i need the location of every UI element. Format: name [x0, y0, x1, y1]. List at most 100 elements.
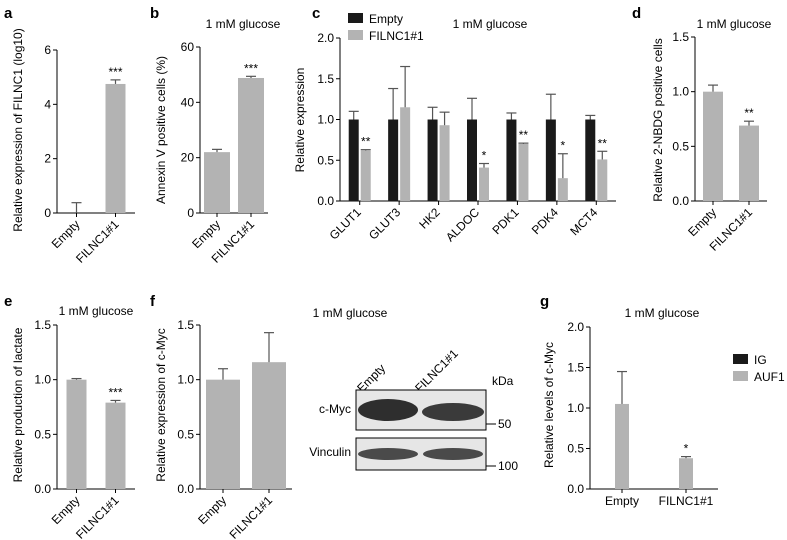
y-tick-label: 4: [44, 97, 51, 111]
y-tick-label: 20: [181, 151, 195, 165]
y-tick-label: 1.5: [34, 318, 51, 332]
blot-band-cmyc-filnc1: [422, 403, 484, 421]
y-axis-label: Annexin V positive cells (%): [154, 56, 168, 204]
panel-letter-g: g: [540, 293, 549, 310]
significance-label: *: [482, 149, 487, 163]
y-tick-label: 0.5: [567, 442, 584, 456]
western-blot: Empty FILNC1#1 kDa c-Myc 50 Vinculin 100: [309, 346, 518, 473]
y-tick-label: 1.5: [317, 72, 334, 86]
x-tick-label: FILNC1#1: [227, 493, 276, 540]
y-axis-label: Relative expression: [293, 68, 307, 173]
bar-empty-mct4: [585, 119, 596, 201]
y-tick-label: 0: [44, 206, 51, 220]
bar-filnc1-1-hk2: [439, 125, 450, 201]
chart-b: 1 mM glucose Annexin V positive cells (%)…: [154, 17, 281, 266]
blot-band-vinculin-filnc1: [423, 448, 483, 460]
blot-kda-label: kDa: [492, 374, 514, 388]
bar-filnc1-1-glut3: [400, 107, 411, 201]
y-tick-label: 0.5: [177, 427, 194, 441]
bar-filnc1-1-pdk4: [557, 178, 568, 201]
significance-label: ***: [108, 65, 122, 79]
chart-title: 1 mM glucose: [313, 306, 388, 320]
chart-title: 1 mM glucose: [206, 17, 281, 31]
legend-swatch-ig: [733, 354, 748, 364]
legend-swatch-empty: [348, 13, 363, 23]
bar-empty: [204, 152, 230, 213]
blot-row-label-vinculin: Vinculin: [309, 445, 351, 459]
y-tick-label: 0.5: [672, 139, 689, 153]
legend-label-ig: IG: [754, 353, 767, 367]
bar-filnc1-1: [105, 83, 126, 213]
significance-label: **: [361, 135, 371, 149]
legend-swatch-auf1: [733, 371, 748, 381]
significance-label: **: [519, 128, 529, 142]
x-tick-label: Empty: [685, 205, 719, 239]
x-tick-label: ALDOC: [443, 205, 482, 244]
y-tick-label: 0.5: [317, 153, 334, 167]
y-tick-label: 1.0: [672, 85, 689, 99]
bar-empty-aldoc: [467, 119, 477, 201]
y-tick-label: 1.0: [34, 373, 51, 387]
y-tick-label: 6: [44, 43, 51, 57]
y-tick-label: 0.0: [317, 194, 334, 208]
bar-filnc1-1-mct4: [597, 159, 608, 201]
x-tick-label: Empty: [605, 494, 639, 508]
bar-empty-glut3: [388, 119, 399, 201]
chart-f: 1 mM glucose Relative expression of c-Myc…: [154, 306, 388, 540]
bar-empty: [66, 379, 87, 489]
blot-marker-100: 100: [498, 459, 518, 473]
legend-label-filnc1-1: FILNC1#1: [369, 29, 424, 43]
chart-e: 1 mM glucose Relative production of lacta…: [11, 304, 135, 540]
significance-label: **: [744, 106, 754, 120]
bar-empty-pdk4: [545, 119, 556, 201]
bar-filnc1-1: [105, 402, 126, 489]
y-tick-label: 1.0: [317, 113, 334, 127]
x-tick-label: FILNC1#1: [73, 493, 122, 540]
bar-empty: [703, 91, 723, 201]
chart-title: 1 mM glucose: [59, 304, 134, 318]
y-axis-label: Relative levels of c-Myc: [542, 342, 556, 468]
chart-title: 1 mM glucose: [697, 17, 772, 31]
blot-marker-50: 50: [498, 417, 512, 431]
panel-letter-d: d: [632, 5, 641, 22]
chart-title: 1 mM glucose: [625, 306, 700, 320]
chart-a: Relative expression of FILNC1 (log10) 0 2 4…: [11, 28, 135, 266]
y-tick-label: 0.0: [177, 482, 194, 496]
legend-swatch-filnc1-1: [348, 30, 363, 40]
y-tick-label: 1.5: [672, 30, 689, 44]
bar-filnc1-1-pdk1: [518, 143, 529, 201]
panel-letter-b: b: [150, 5, 159, 22]
bar-auf1-empty: [615, 403, 629, 489]
x-tick-label: GLUT1: [327, 205, 364, 242]
y-tick-label: 0.0: [34, 482, 51, 496]
bar-filnc1-1: [252, 362, 286, 489]
blot-band-vinculin-empty: [358, 448, 418, 460]
blot-lane-label-filnc1: FILNC1#1: [412, 346, 461, 395]
panel-letter-a: a: [4, 5, 13, 22]
y-tick-label: 0.0: [567, 482, 584, 496]
x-tick-label: Empty: [195, 493, 229, 527]
panel-letter-f: f: [150, 293, 156, 310]
blot-row-label-cmyc: c-Myc: [319, 402, 351, 416]
y-tick-label: 1.5: [567, 361, 584, 375]
x-tick-label: PDK4: [529, 205, 561, 237]
x-tick-label: PDK1: [489, 205, 521, 237]
chart-d: 1 mM glucose Relative 2-NBDG positive cel…: [651, 17, 772, 254]
bar-filnc1-1-glut1: [360, 150, 371, 201]
x-tick-label: FILNC1#1: [73, 217, 122, 266]
blot-band-cmyc-empty: [358, 399, 418, 421]
y-tick-label: 2: [44, 152, 51, 166]
chart-c: 1 mM glucose Relative expression 0.0 0.5 1.0…: [293, 12, 616, 244]
significance-label: **: [598, 136, 608, 150]
y-tick-label: 1.0: [567, 401, 584, 415]
y-tick-label: 0.5: [34, 427, 51, 441]
bar-filnc1-1: [739, 125, 759, 201]
y-tick-label: 1.0: [177, 373, 194, 387]
bar-empty-glut1: [348, 119, 359, 201]
legend-label-auf1: AUF1: [754, 370, 785, 384]
x-tick-label: HK2: [416, 205, 443, 232]
x-tick-label: Empty: [49, 217, 83, 251]
y-tick-label: 0.0: [672, 194, 689, 208]
y-tick-label: 60: [181, 40, 195, 54]
